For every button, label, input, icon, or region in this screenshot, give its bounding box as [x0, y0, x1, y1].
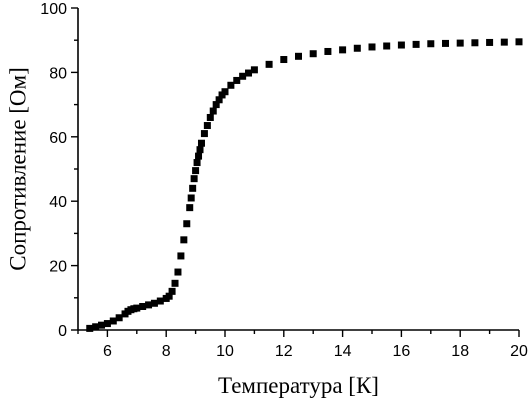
data-point — [203, 122, 211, 130]
x-tick-label: 14 — [334, 343, 352, 360]
data-point — [442, 39, 449, 47]
y-axis-ticks: 0 20 40 60 80 100 — [40, 1, 78, 340]
data-point — [239, 72, 247, 80]
data-point — [486, 38, 494, 46]
y-tick-label: 0 — [58, 323, 67, 340]
data-point — [115, 314, 123, 322]
y-axis-title: Сопротивление [Ом] — [6, 67, 31, 271]
data-points — [86, 38, 523, 332]
data-point — [456, 39, 464, 47]
data-point — [195, 152, 203, 160]
x-tick-label: 6 — [103, 343, 112, 360]
data-point — [86, 324, 94, 332]
x-tick-label: 20 — [510, 343, 528, 360]
data-point — [103, 320, 111, 328]
data-point — [165, 292, 173, 300]
data-point — [245, 69, 253, 77]
data-point — [209, 107, 217, 115]
data-point — [500, 38, 508, 46]
data-point — [109, 317, 117, 325]
data-point — [200, 130, 208, 138]
data-point — [227, 81, 235, 89]
data-point — [295, 52, 302, 60]
data-point — [98, 321, 106, 329]
data-point — [368, 43, 376, 51]
y-tick-label: 40 — [49, 194, 67, 211]
x-tick-label: 10 — [216, 343, 234, 360]
data-point — [133, 304, 141, 312]
data-point — [197, 139, 205, 147]
data-point — [139, 302, 147, 310]
data-point — [183, 220, 191, 228]
data-point — [192, 167, 200, 175]
data-point — [383, 42, 391, 50]
data-point — [187, 194, 195, 202]
x-axis-ticks: 6 8 10 12 14 16 18 20 — [77, 330, 528, 360]
data-point — [353, 44, 361, 52]
data-point — [397, 41, 405, 49]
data-point — [168, 287, 176, 295]
data-point — [177, 252, 185, 260]
data-point — [221, 88, 229, 96]
y-tick-label: 20 — [49, 259, 67, 276]
data-point — [92, 323, 100, 331]
data-point — [145, 301, 153, 309]
data-point — [206, 113, 214, 121]
data-point — [250, 66, 258, 74]
data-point — [412, 40, 420, 48]
data-point — [339, 46, 347, 54]
y-tick-label: 100 — [40, 1, 67, 18]
data-point — [233, 76, 241, 84]
data-point — [427, 40, 435, 48]
data-point — [150, 299, 158, 307]
data-point — [189, 184, 197, 192]
data-point — [324, 47, 332, 55]
data-point — [515, 38, 523, 46]
data-point — [471, 39, 479, 47]
y-tick-label: 80 — [49, 65, 67, 82]
x-tick-label: 8 — [162, 343, 171, 360]
data-point — [180, 236, 188, 244]
x-tick-label: 12 — [275, 343, 293, 360]
x-tick-label: 16 — [393, 343, 411, 360]
data-point — [212, 101, 220, 109]
data-point — [174, 268, 182, 276]
y-tick-label: 60 — [49, 130, 67, 147]
data-point — [265, 60, 273, 68]
data-point — [186, 204, 194, 212]
x-axis-title: Температура [К] — [218, 373, 379, 398]
data-point — [280, 56, 288, 64]
data-point — [190, 175, 198, 183]
data-point — [156, 297, 164, 305]
x-tick-label: 18 — [451, 343, 469, 360]
data-point — [215, 96, 223, 104]
data-point — [171, 279, 179, 287]
data-point — [193, 159, 201, 167]
data-point — [196, 146, 204, 154]
data-point — [309, 50, 317, 58]
